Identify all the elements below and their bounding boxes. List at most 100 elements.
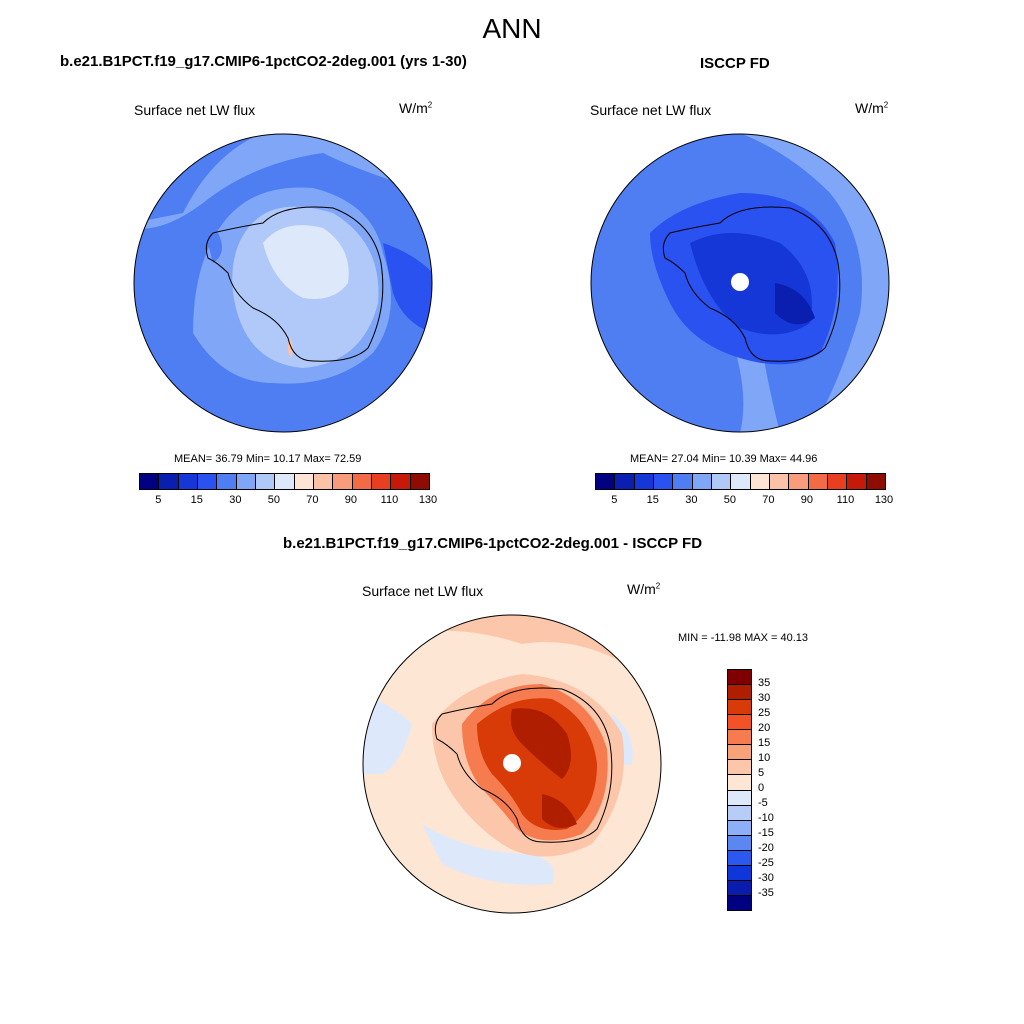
diff-colorbar-tick-label: 10 <box>758 752 771 764</box>
model-colorbar-swatch <box>313 474 334 489</box>
obs-colorbar-swatch <box>866 474 885 489</box>
obs-colorbar-tick-label: 30 <box>685 494 698 506</box>
diff-colorbar-swatch <box>728 670 751 686</box>
obs-colorbar-swatch <box>692 474 712 489</box>
obs-colorbar-swatch <box>789 474 809 489</box>
model-colorbar-swatch <box>352 474 372 489</box>
model-panel-title: b.e21.B1PCT.f19_g17.CMIP6-1pctCO2-2deg.0… <box>60 53 467 70</box>
obs-colorbar-swatch <box>615 474 635 489</box>
model-colorbar-swatch <box>275 474 295 489</box>
figure-title: ANN <box>482 13 542 44</box>
model-colorbar-swatch <box>159 474 179 489</box>
diff-colorbar-swatch <box>728 700 751 716</box>
obs-colorbar-swatch <box>673 474 693 489</box>
obs-colorbar-tick-label: 110 <box>836 494 855 506</box>
model-colorbar-swatch <box>294 474 314 489</box>
obs-colorbar-swatch <box>634 474 654 489</box>
obs-colorbar-swatch <box>827 474 848 489</box>
obs-colorbar <box>595 473 886 490</box>
obs-colorbar-tick-label: 130 <box>874 494 894 506</box>
diff-colorbar-swatch <box>728 790 751 806</box>
model-colorbar-tick-label: 70 <box>306 494 319 506</box>
obs-colorbar-swatch <box>596 474 616 489</box>
diff-colorbar-swatch <box>728 865 751 881</box>
model-colorbar-tick-label: 15 <box>190 494 203 506</box>
obs-colorbar-swatch <box>750 474 770 489</box>
diff-colorbar-tick-label: -10 <box>758 812 774 824</box>
diff-panel-title: b.e21.B1PCT.f19_g17.CMIP6-1pctCO2-2deg.0… <box>283 535 703 552</box>
model-colorbar-swatch <box>178 474 198 489</box>
model-colorbar-swatch <box>391 474 411 489</box>
diff-colorbar-tick-label: -15 <box>758 827 774 839</box>
obs-colorbar-swatch <box>711 474 732 489</box>
obs-units-label: W/m2 <box>855 100 888 116</box>
obs-panel-title: ISCCP FD <box>700 55 770 72</box>
diff-colorbar-tick-label: 15 <box>758 737 771 749</box>
diff-colorbar-swatch <box>728 685 751 701</box>
model-colorbar-swatch <box>197 474 218 489</box>
diff-units-label: W/m2 <box>627 581 660 597</box>
diff-colorbar-swatch <box>728 820 751 836</box>
diff-colorbar-swatch <box>728 880 751 896</box>
model-polar-map <box>133 133 433 433</box>
model-stats: MEAN= 36.79 Min= 10.17 Max= 72.59 <box>174 453 362 465</box>
diff-colorbar-tick-label: 5 <box>758 767 765 779</box>
model-units-exp: 2 <box>427 100 433 110</box>
diff-colorbar-swatch <box>728 805 751 821</box>
model-colorbar-swatch <box>410 474 429 489</box>
diff-colorbar-tick-label: 30 <box>758 692 771 704</box>
diff-colorbar-tick-label: -25 <box>758 857 774 869</box>
obs-units-exp: 2 <box>883 100 889 110</box>
obs-colorbar-tick-label: 5 <box>611 494 618 506</box>
model-colorbar-tick-label: 110 <box>380 494 399 506</box>
model-colorbar-tick-label: 90 <box>344 494 358 506</box>
diff-colorbar-tick-label: 25 <box>758 707 771 719</box>
model-colorbar <box>139 473 430 490</box>
diff-polar-map <box>362 614 662 914</box>
diff-colorbar-tick-label: -5 <box>758 797 768 809</box>
obs-colorbar-swatch <box>731 474 751 489</box>
diff-colorbar-swatch <box>728 745 751 761</box>
diff-colorbar <box>727 669 752 911</box>
diff-stats: MIN = -11.98 MAX = 40.13 <box>678 632 809 644</box>
obs-stats: MEAN= 27.04 Min= 10.39 Max= 44.96 <box>630 453 818 465</box>
model-units-label: W/m2 <box>399 100 432 116</box>
diff-colorbar-tick-label: 0 <box>758 782 765 794</box>
model-colorbar-swatch <box>140 474 160 489</box>
diff-variable-label: Surface net LW flux <box>362 583 484 599</box>
diff-colorbar-swatch <box>728 730 751 746</box>
obs-polar-map <box>590 133 890 433</box>
model-colorbar-swatch <box>371 474 392 489</box>
diff-colorbar-swatch <box>728 715 751 731</box>
obs-colorbar-tick-label: 50 <box>723 494 736 506</box>
obs-colorbar-swatch <box>769 474 790 489</box>
diff-colorbar-tick-label: 35 <box>758 677 771 689</box>
model-colorbar-tick-label: 30 <box>229 494 242 506</box>
diff-colorbar-tick-label: -30 <box>758 872 774 884</box>
model-colorbar-swatch <box>255 474 276 489</box>
model-units-base: W/m <box>399 100 428 116</box>
model-colorbar-swatch <box>333 474 353 489</box>
model-variable-label: Surface net LW flux <box>134 102 256 118</box>
diff-colorbar-swatch <box>728 835 751 851</box>
model-colorbar-swatch <box>217 474 237 489</box>
model-colorbar-swatch <box>236 474 256 489</box>
obs-colorbar-swatch <box>847 474 867 489</box>
obs-variable-label: Surface net LW flux <box>590 102 712 118</box>
obs-colorbar-swatch <box>653 474 674 489</box>
model-colorbar-tick-label: 50 <box>267 494 280 506</box>
obs-colorbar-tick-label: 70 <box>762 494 775 506</box>
diff-colorbar-swatch <box>728 895 751 910</box>
obs-colorbar-tick-label: 15 <box>646 494 659 506</box>
diff-colorbar-tick-label: -20 <box>758 842 774 854</box>
diff-colorbar-swatch <box>728 760 751 776</box>
diff-units-exp: 2 <box>655 581 661 591</box>
model-colorbar-tick-label: 130 <box>418 494 438 506</box>
diff-colorbar-swatch <box>728 850 751 866</box>
diff-units-base: W/m <box>627 581 656 597</box>
diff-colorbar-tick-label: 20 <box>758 722 771 734</box>
model-colorbar-tick-label: 5 <box>155 494 162 506</box>
obs-colorbar-tick-label: 90 <box>800 494 814 506</box>
obs-colorbar-swatch <box>808 474 828 489</box>
obs-units-base: W/m <box>855 100 884 116</box>
